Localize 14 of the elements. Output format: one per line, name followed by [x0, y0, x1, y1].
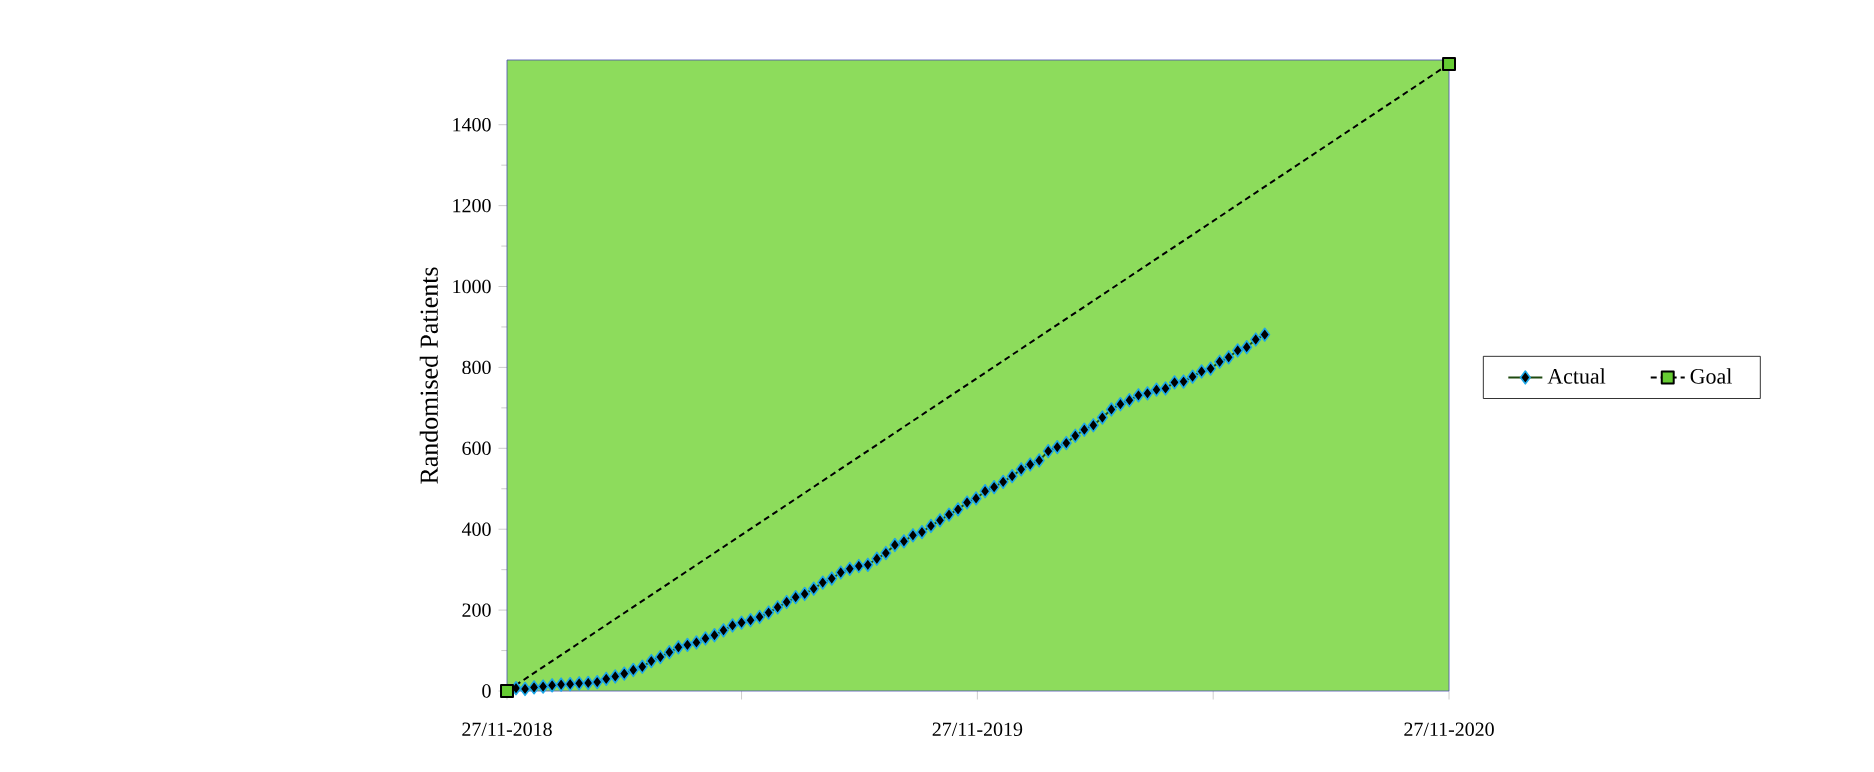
y-tick-label: 0	[482, 684, 491, 698]
y-tick-label: 400	[461, 522, 491, 536]
y-tick-label: 1000	[453, 279, 491, 294]
y-tick-label: 600	[462, 441, 491, 456]
y-tick-label: 800	[462, 360, 491, 375]
y-tick-label: 1200	[453, 198, 491, 213]
legend-label: Actual	[1547, 368, 1606, 384]
y-tick-label: 1400	[453, 117, 491, 132]
y-tick-label: 200	[462, 603, 491, 617]
x-tick-label: 27/11-2018	[462, 722, 552, 736]
x-tick-label: 27/11-2019	[932, 722, 1023, 736]
legend-label: Goal	[1690, 368, 1732, 384]
y-axis-title: Randomised Patients	[419, 267, 438, 484]
x-tick-label: 27/11-2020	[1404, 722, 1494, 736]
